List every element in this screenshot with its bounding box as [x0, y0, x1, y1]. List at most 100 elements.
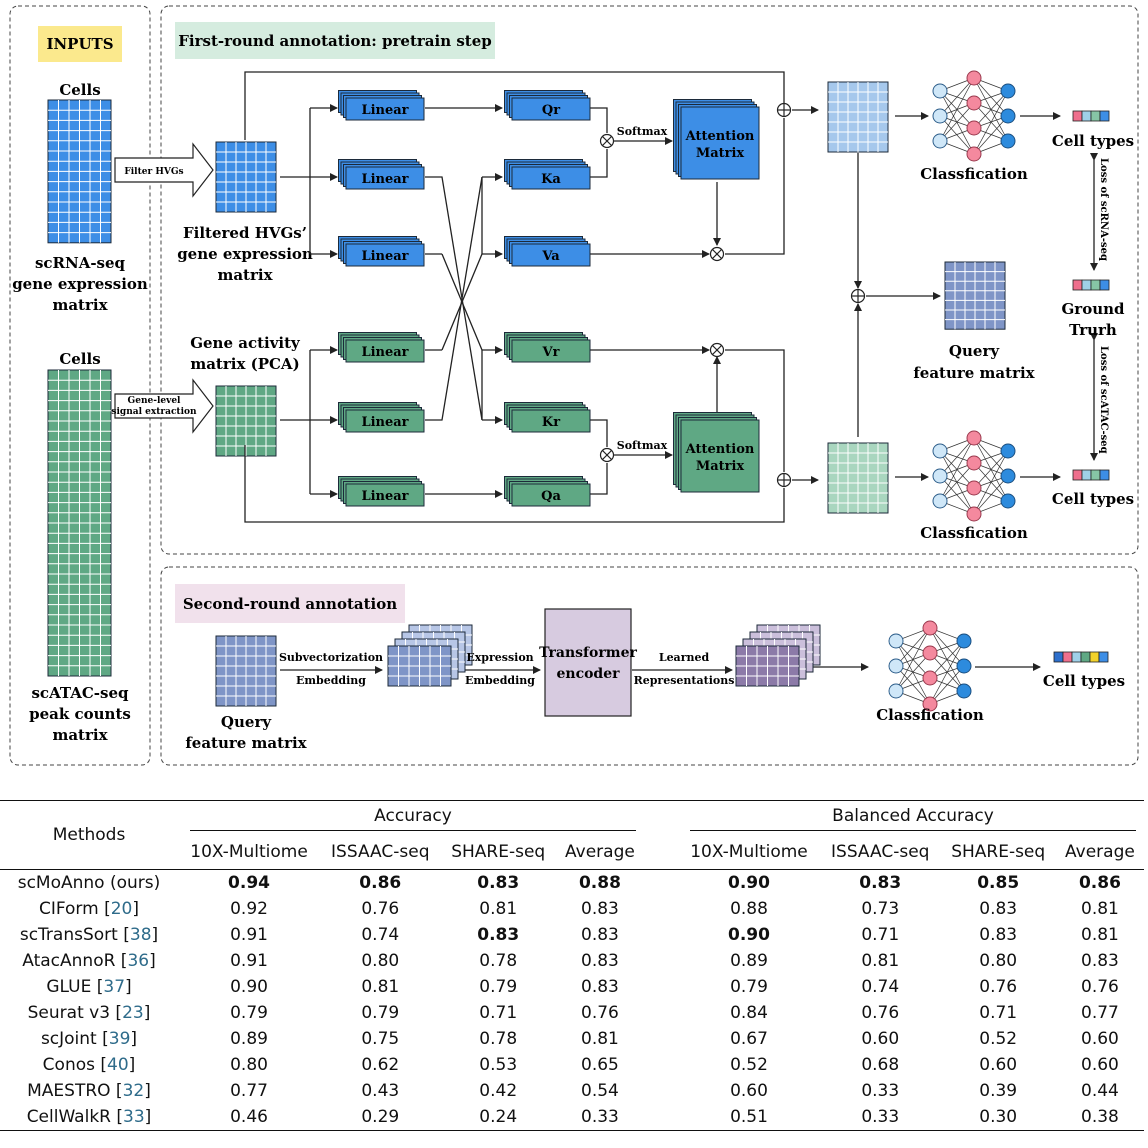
- cell-type-bar-second: [1053, 651, 1109, 663]
- cell-type-bar-top: [1072, 110, 1110, 122]
- citation-link[interactable]: 36: [127, 951, 150, 971]
- table-row: scJoint [39] 0.89 0.75 0.78 0.81 0.67 0.60 0.52…: [0, 1026, 1144, 1052]
- sub-header: SHARE-seq: [451, 842, 546, 862]
- metric-cell: 0.71: [861, 925, 900, 945]
- metric-cell: 0.83: [581, 977, 619, 997]
- metric-cell: 0.60: [1081, 1029, 1119, 1049]
- metric-cell: 0.90: [230, 977, 268, 997]
- filtered-hvg-matrix: [215, 141, 277, 213]
- metric-cell: 0.80: [230, 1055, 268, 1075]
- metric-cell: 0.53: [479, 1055, 518, 1075]
- method-cell: scMoAnno (ours): [0, 870, 178, 897]
- classification-label-bottom: Classfication: [920, 524, 1028, 542]
- method-name: MAESTRO: [27, 1081, 111, 1101]
- ground-truth-label-2: Trurh: [1069, 321, 1117, 339]
- metric-cell: 0.81: [1081, 899, 1119, 919]
- learned-layer-0: [735, 645, 800, 687]
- table-row: GLUE [37] 0.90 0.81 0.79 0.83 0.79 0.74 0.76 0.7…: [0, 974, 1144, 1000]
- header-spacer: [644, 835, 678, 870]
- rna-grid: [47, 99, 112, 244]
- linear-atac-2: Linear: [338, 402, 425, 433]
- method-cell: CellWalkR [33]: [26, 1107, 152, 1127]
- citation-link[interactable]: 38: [129, 925, 152, 945]
- method-name: Seurat v3: [27, 1003, 111, 1023]
- metric-cell: 0.84: [730, 1003, 768, 1023]
- table-row: scMoAnno (ours) 0.94 0.86 0.83 0.88 0.90 0.83 0…: [0, 869, 1144, 897]
- method-cell: Conos [40]: [42, 1055, 136, 1075]
- activity-caption-1: Gene activity: [190, 334, 301, 352]
- qkv-atac-2-label: Kr: [542, 415, 560, 430]
- cell-type-bar-bottom: [1072, 469, 1110, 481]
- column-spacer: [644, 1104, 678, 1131]
- citation-link[interactable]: 39: [108, 1029, 131, 1049]
- citation-link[interactable]: 32: [122, 1081, 145, 1101]
- expr-label-1: Expression: [466, 651, 533, 664]
- metric-cell: 0.90: [728, 873, 770, 893]
- qkv-atac-2: Kr: [504, 402, 591, 433]
- rna-caption-3: matrix: [52, 296, 108, 314]
- second-round-panel: [160, 566, 1139, 766]
- metric-cell: 0.91: [230, 925, 268, 945]
- sr-query-caption-1: Query: [221, 713, 272, 731]
- metric-cell: 0.83: [1081, 951, 1119, 971]
- gene-level-label-1: Gene-level: [128, 396, 182, 406]
- citation-link[interactable]: 23: [122, 1003, 144, 1023]
- citation-link[interactable]: 20: [110, 899, 133, 919]
- second-round-title-box: [175, 584, 405, 623]
- metric-cell: 0.81: [1081, 925, 1119, 945]
- sr-classification-label: Classfication: [876, 706, 984, 724]
- metric-cell: 0.83: [581, 951, 619, 971]
- metric-cell: 0.83: [979, 925, 1018, 945]
- metric-cell: 0.76: [1081, 977, 1119, 997]
- second-round-title: Second-round annotation: [183, 595, 397, 613]
- balanced-accuracy-header: Balanced Accuracy: [678, 801, 1144, 836]
- filtered-caption-2: gene expression: [177, 245, 313, 263]
- metric-cell: 0.33: [861, 1081, 900, 1101]
- linear-atac-3: Linear: [338, 476, 425, 507]
- transformer-label-2: encoder: [556, 666, 620, 682]
- qkv-rna-1: Qr: [504, 90, 591, 121]
- learned-label-1: Learned: [659, 651, 710, 664]
- metric-cell: 0.67: [730, 1029, 768, 1049]
- citation-link[interactable]: 33: [123, 1107, 145, 1127]
- metric-cell: 0.60: [730, 1081, 768, 1101]
- subvec-label-1: Subvectorization: [279, 651, 383, 664]
- column-spacer: [644, 870, 678, 897]
- rna-caption-2: gene expression: [12, 275, 148, 293]
- qkv-rna-2-label: Ka: [541, 172, 561, 187]
- metric-cell: 0.76: [361, 899, 400, 919]
- metric-cell: 0.85: [977, 873, 1020, 893]
- subvec-label-2: Embedding: [296, 674, 366, 687]
- linear-rna-2-label: Linear: [361, 172, 408, 187]
- metric-cell: 0.77: [230, 1081, 268, 1101]
- method-cell: MAESTRO [32]: [27, 1081, 151, 1101]
- table-row: CellWalkR [33] 0.46 0.29 0.24 0.33 0.51 0.33 0.…: [0, 1104, 1144, 1131]
- metric-cell: 0.39: [979, 1081, 1018, 1101]
- citation-link[interactable]: 37: [103, 977, 126, 997]
- citation-link[interactable]: 40: [107, 1055, 129, 1075]
- metric-cell: 0.83: [859, 873, 902, 893]
- transformer-label-1: Transformer: [539, 645, 637, 661]
- classifier-network-second: [888, 620, 972, 712]
- nn-bottom: [932, 430, 1016, 522]
- query-caption-1: Query: [949, 342, 1000, 360]
- cell-types-label-top: Cell types: [1052, 132, 1134, 150]
- learned-representations: [735, 624, 821, 687]
- table-row: CIForm [20] 0.92 0.76 0.81 0.83 0.88 0.73 0.83 0…: [0, 896, 1144, 922]
- attention-atac-label-2: Matrix: [696, 459, 745, 474]
- fusion-add: [850, 288, 866, 304]
- linear-rna-1: Linear: [338, 90, 425, 121]
- nn-second: [888, 620, 972, 712]
- linear-rna-2: Linear: [338, 159, 425, 190]
- qkv-atac-3: Qa: [504, 476, 591, 507]
- nn-top: [932, 70, 1016, 162]
- transformer-encoder-box: [544, 608, 632, 717]
- inputs-panel: [9, 5, 151, 766]
- gene-activity-matrix: [215, 385, 277, 457]
- sub-header: ISSAAC-seq: [831, 842, 930, 862]
- qkv-atac-1-label: Vr: [542, 345, 560, 360]
- sub-header: 10X-Multiome: [690, 842, 808, 862]
- metric-cell: 0.81: [861, 951, 900, 971]
- metric-cell: 0.46: [230, 1107, 268, 1127]
- metric-cell: 0.71: [979, 1003, 1018, 1023]
